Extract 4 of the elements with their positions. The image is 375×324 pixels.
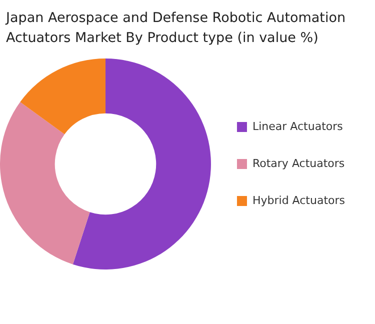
legend-label: Rotary Actuators [252, 156, 345, 170]
chart-title: Japan Aerospace and Defense Robotic Automation Actuators Market By Product type (in value %) [6, 9, 347, 48]
legend-label: Hybrid Actuators [252, 194, 346, 207]
legend-label: Linear Actuators [252, 120, 344, 133]
